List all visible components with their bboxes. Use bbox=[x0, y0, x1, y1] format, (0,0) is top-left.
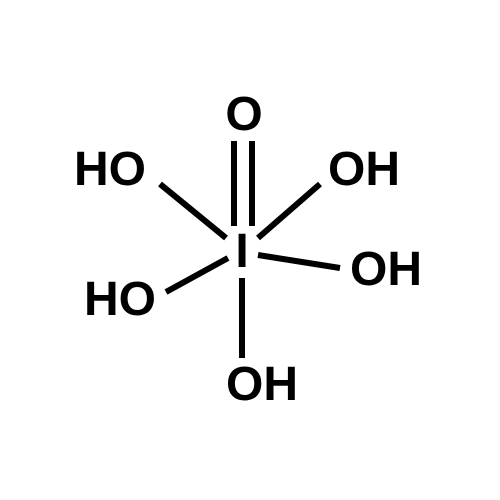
atom-top-oxygen: O bbox=[225, 91, 262, 139]
atom-lower-left-hydroxyl: HO bbox=[84, 276, 156, 324]
atom-upper-left-hydroxyl: HO bbox=[74, 146, 146, 194]
atom-upper-right-hydroxyl: OH bbox=[328, 146, 400, 194]
atom-bottom-hydroxyl: OH bbox=[226, 361, 298, 409]
atom-center: I bbox=[235, 228, 248, 276]
bond-layer bbox=[0, 0, 500, 500]
atom-lower-right-hydroxyl: OH bbox=[350, 246, 422, 294]
